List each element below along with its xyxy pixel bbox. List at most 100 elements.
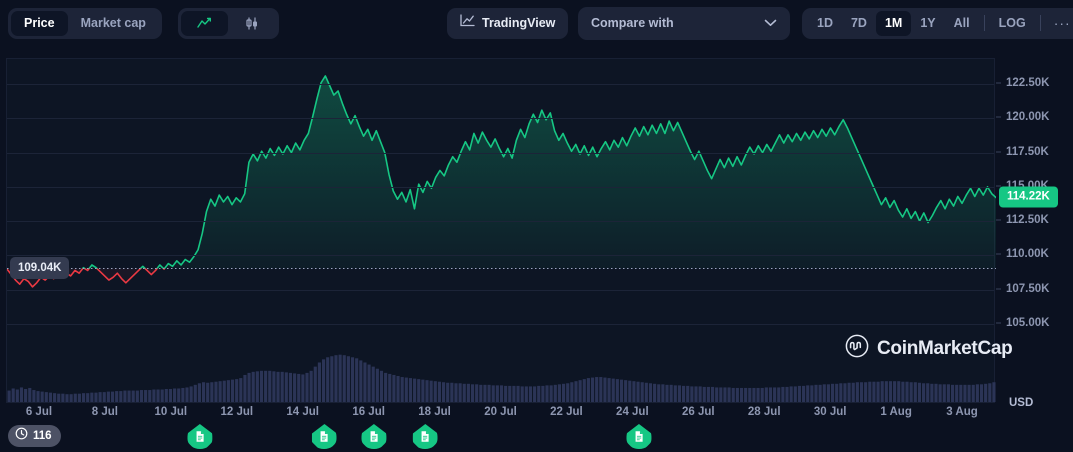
volume-bar: [785, 386, 789, 402]
volume-bar: [57, 393, 61, 402]
volume-bar: [868, 381, 872, 402]
y-axis-tick: [996, 151, 1001, 153]
log-scale-button[interactable]: LOG: [998, 16, 1026, 30]
news-document-icon: [421, 431, 429, 442]
volume-bar: [673, 385, 677, 402]
volume-bar: [913, 382, 917, 402]
volume-bar: [148, 390, 152, 402]
more-options-button[interactable]: ···: [1053, 15, 1071, 31]
range-button-all[interactable]: All: [953, 16, 970, 30]
range-button-1m[interactable]: 1M: [875, 10, 912, 36]
volume-bar: [276, 371, 280, 402]
volume-bar: [702, 386, 706, 402]
volume-bar: [69, 394, 73, 402]
volume-bar: [264, 370, 268, 402]
volume-bar: [590, 377, 595, 402]
volume-bar: [727, 387, 731, 402]
tradingview-button[interactable]: TradingView: [447, 7, 569, 39]
volume-bar: [462, 383, 466, 402]
volume-bar: [483, 384, 487, 402]
x-axis-label: 20 Jul: [484, 406, 517, 418]
volume-bar: [206, 382, 210, 402]
volume-bar: [533, 386, 537, 402]
volume-bar: [756, 387, 760, 402]
volume-bar: [491, 385, 495, 402]
volume-bar: [144, 390, 148, 402]
volume-bar: [156, 389, 160, 402]
news-marker-pin[interactable]: [361, 424, 387, 449]
volume-bar: [259, 370, 264, 402]
market-cap-tab[interactable]: Market cap: [80, 16, 146, 30]
news-marker-pin[interactable]: [187, 424, 213, 449]
volume-bar: [98, 392, 102, 402]
volume-bar: [922, 383, 926, 402]
volume-bar: [731, 387, 735, 402]
compare-with-label: Compare with: [591, 16, 674, 30]
compare-with-dropdown[interactable]: Compare with: [578, 6, 790, 40]
volume-bar: [876, 381, 880, 402]
volume-bar: [193, 384, 197, 402]
currency-label: USD: [1009, 397, 1034, 409]
range-button-1d[interactable]: 1D: [817, 16, 833, 30]
news-marker-pin[interactable]: [412, 424, 438, 449]
volume-bar: [586, 378, 590, 402]
volume-bar: [549, 385, 553, 402]
volume-bar: [781, 386, 785, 402]
gridline: [7, 221, 994, 223]
y-axis-label: 112.50K: [1006, 214, 1049, 227]
volume-bar: [11, 388, 15, 402]
volume-bar: [379, 370, 384, 402]
volume-bar: [408, 378, 413, 402]
news-marker-pin[interactable]: [626, 424, 652, 449]
y-axis-label: 107.50K: [1006, 282, 1050, 295]
volume-bar: [24, 389, 28, 402]
price-chart[interactable]: [6, 58, 996, 403]
volume-bar: [181, 387, 185, 402]
x-axis-label: 6 Jul: [25, 406, 53, 418]
price-area-down: [7, 268, 996, 287]
volume-bar: [201, 382, 206, 402]
volume-bar: [508, 385, 512, 402]
volume-bar: [189, 386, 193, 402]
volume-bar: [955, 384, 959, 402]
volume-bar: [479, 384, 483, 402]
volume-bar: [723, 387, 727, 402]
volume-bar: [288, 372, 293, 402]
y-axis-label: 122.50K: [1006, 77, 1050, 90]
volume-bar: [466, 383, 470, 402]
volume-bar: [164, 389, 168, 402]
volume-bar: [355, 358, 359, 402]
volume-bar: [446, 382, 450, 402]
history-count: 116: [33, 430, 52, 442]
chart-toolbar: Price Market cap: [0, 0, 1073, 46]
volume-bar: [806, 385, 810, 402]
volume-bar: [61, 393, 65, 402]
volume-bar: [421, 379, 425, 402]
y-axis-tick: [996, 219, 1001, 221]
volume-bar: [541, 385, 545, 402]
volume-bar: [926, 383, 930, 402]
volume-bar: [715, 387, 719, 402]
volume-bar: [611, 378, 615, 402]
volume-bar: [280, 371, 284, 402]
price-tab[interactable]: Price: [11, 10, 68, 36]
volume-bar: [214, 381, 218, 402]
volume-bar: [321, 359, 326, 402]
range-button-7d[interactable]: 7D: [850, 16, 867, 30]
volume-bar: [28, 387, 32, 402]
volume-bar: [7, 390, 11, 402]
volume-bar: [603, 377, 607, 402]
volume-bar: [607, 378, 611, 402]
y-axis-tick: [996, 82, 1001, 84]
volume-bar: [309, 370, 313, 402]
candlestick-chart-button[interactable]: [228, 11, 276, 36]
range-button-1y[interactable]: 1Y: [920, 16, 936, 30]
line-chart-button[interactable]: [181, 10, 228, 36]
x-axis-label: 16 Jul: [352, 406, 385, 418]
news-marker-pin[interactable]: [311, 424, 337, 449]
volume-bar: [847, 382, 851, 402]
news-document-icon: [635, 431, 643, 442]
volume-bar: [901, 381, 905, 402]
volume-bar: [669, 384, 673, 402]
history-badge[interactable]: 116: [8, 425, 61, 447]
